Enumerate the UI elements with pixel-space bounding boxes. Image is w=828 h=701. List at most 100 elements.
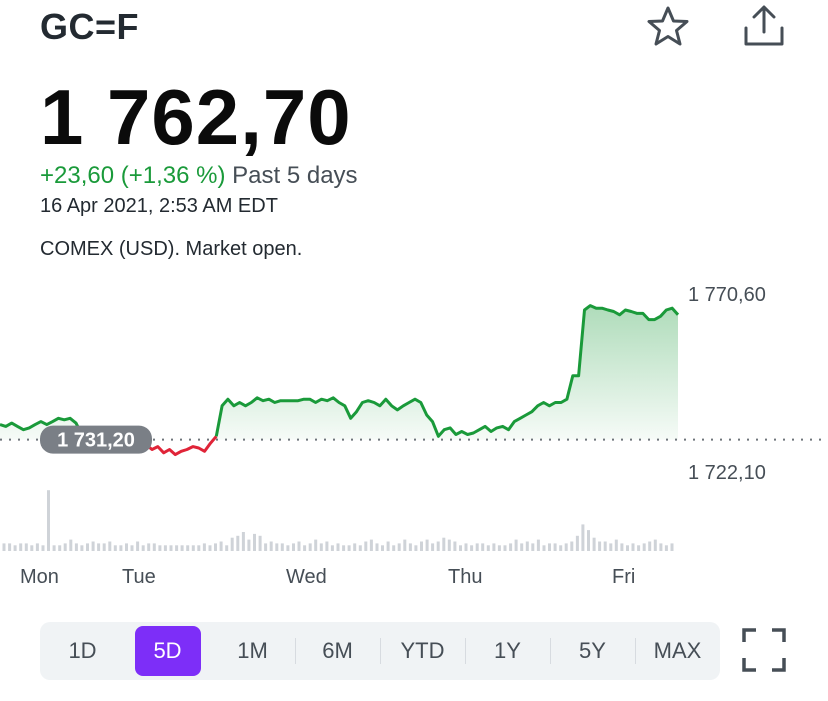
range-label: 5D xyxy=(134,626,201,676)
y-axis-min-label: 1 722,10 xyxy=(688,462,766,484)
range-1y-button[interactable]: 1Y xyxy=(465,622,550,680)
volume-bar xyxy=(648,541,652,551)
volume-bar xyxy=(626,545,629,551)
range-5y-button[interactable]: 5Y xyxy=(550,622,635,680)
range-1m-button[interactable]: 1M xyxy=(210,622,295,680)
volume-bar xyxy=(225,545,229,551)
volume-bar xyxy=(191,545,195,551)
volume-bar xyxy=(453,541,457,551)
volume-bar xyxy=(241,532,245,551)
share-icon[interactable] xyxy=(740,2,788,50)
volume-bar xyxy=(303,545,307,551)
volume-bar xyxy=(664,545,668,551)
volume-bar xyxy=(186,545,190,551)
volume-bar xyxy=(24,543,28,551)
change-period: Past 5 days xyxy=(232,162,358,189)
volume-bar xyxy=(492,543,496,551)
volume-bar xyxy=(609,543,613,551)
range-ytd-button[interactable]: YTD xyxy=(380,622,465,680)
volume-bar xyxy=(353,543,357,551)
fullscreen-icon[interactable] xyxy=(740,626,788,674)
volume-bar xyxy=(158,545,162,551)
price-chart[interactable]: 1 731,20 1 770,60 1 722,10 Mon Tue Wed T… xyxy=(0,275,828,595)
volume-bar xyxy=(202,543,206,551)
volume-bar xyxy=(330,545,334,551)
volume-bar xyxy=(464,543,468,551)
volume-bar xyxy=(414,545,418,551)
volume-bar xyxy=(342,545,346,551)
volume-bar xyxy=(525,541,529,551)
volume-bar xyxy=(358,545,362,551)
volume-bar xyxy=(236,535,240,551)
volume-bar xyxy=(581,524,585,551)
volume-bar xyxy=(108,541,112,551)
volume-bar xyxy=(74,543,78,551)
volume-bar xyxy=(136,541,140,551)
volume-bar xyxy=(69,539,73,551)
volume-bar xyxy=(447,539,451,551)
volume-bar xyxy=(269,541,273,551)
volume-bar xyxy=(175,545,179,551)
volume-bar xyxy=(230,537,234,551)
volume-bar xyxy=(553,543,557,551)
volume-bar xyxy=(436,541,440,551)
volume-bar xyxy=(102,543,106,551)
volume-bar xyxy=(653,539,657,551)
volume-bar xyxy=(369,539,373,551)
volume-bar xyxy=(403,539,407,551)
volume-bar xyxy=(141,545,145,551)
volume-bar xyxy=(603,541,607,551)
quote-timestamp: 16 Apr 2021, 2:53 AM EDT xyxy=(40,195,278,217)
volume-bar xyxy=(509,543,513,551)
volume-bar xyxy=(314,539,318,551)
range-label: 5Y xyxy=(579,638,606,663)
volume-bar xyxy=(275,543,279,551)
range-label: MAX xyxy=(653,638,702,663)
volume-bar xyxy=(119,545,123,551)
volume-bar xyxy=(13,545,17,551)
volume-bar xyxy=(420,541,423,551)
range-label: 6M xyxy=(322,638,353,663)
volume-bar xyxy=(364,541,368,551)
volume-bar xyxy=(208,545,212,551)
range-6m-button[interactable]: 6M xyxy=(295,622,380,680)
price-area-fill xyxy=(0,305,678,440)
price-line-up xyxy=(214,304,680,438)
volume-bar xyxy=(258,535,262,551)
volume-bar xyxy=(35,543,39,551)
volume-bar xyxy=(19,543,23,551)
star-outline-icon[interactable] xyxy=(644,4,692,48)
previous-close-label: 1 731,20 xyxy=(57,430,135,452)
volume-bar xyxy=(397,543,401,551)
range-5d-button[interactable]: 5D xyxy=(125,622,210,680)
volume-bar xyxy=(475,543,479,551)
price-change: +23,60 (+1,36 %) xyxy=(40,162,226,189)
volume-bar xyxy=(459,545,462,551)
volume-bar xyxy=(503,545,507,551)
volume-bar xyxy=(575,535,579,551)
volume-bar xyxy=(620,543,624,551)
range-label: 1M xyxy=(237,638,268,663)
volume-bar xyxy=(614,539,618,551)
y-axis-max-label: 1 770,60 xyxy=(688,284,766,306)
volume-bar xyxy=(542,545,546,551)
volume-bar xyxy=(670,543,674,551)
x-label-tue: Tue xyxy=(122,566,156,588)
volume-bar xyxy=(481,543,485,551)
current-price: 1 762,70 xyxy=(40,73,352,161)
price-change-row: +23,60 (+1,36 %) Past 5 days xyxy=(40,162,358,190)
volume-bar xyxy=(347,545,351,551)
x-label-fri: Fri xyxy=(612,566,635,588)
volume-bar xyxy=(308,543,312,551)
volume-bar xyxy=(392,545,396,551)
volume-bar xyxy=(631,543,635,551)
volume-bar xyxy=(58,545,62,551)
volume-bar xyxy=(514,539,518,551)
volume-bar xyxy=(197,545,201,551)
volume-bar xyxy=(91,541,95,551)
volume-bar xyxy=(559,545,563,551)
ticker-symbol: GC=F xyxy=(40,6,140,47)
volume-bar xyxy=(659,543,663,551)
range-1d-button[interactable]: 1D xyxy=(40,622,125,680)
range-max-button[interactable]: MAX xyxy=(635,622,720,680)
